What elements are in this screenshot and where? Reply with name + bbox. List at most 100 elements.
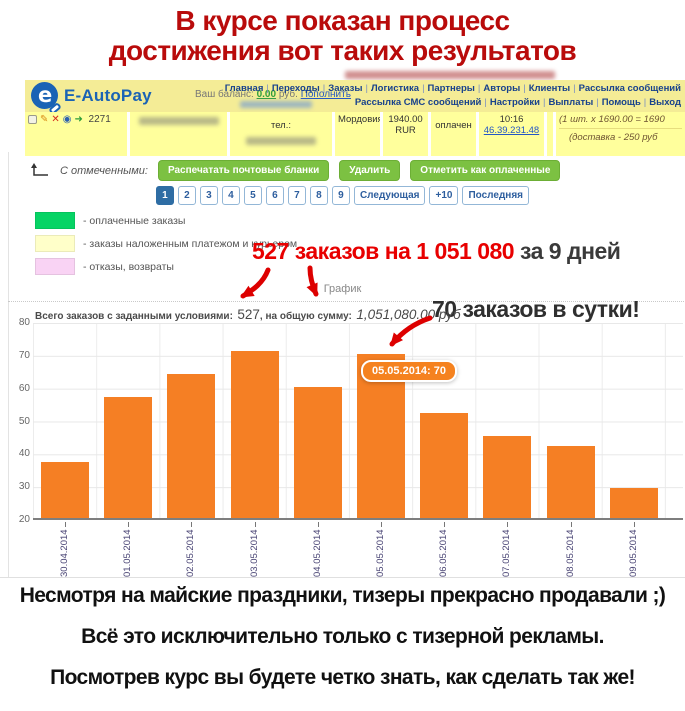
nav-item[interactable]: Переходы <box>271 83 320 94</box>
x-axis-tick <box>254 522 256 527</box>
x-axis-tick <box>444 522 446 527</box>
order-id: 2271 <box>88 114 111 125</box>
footer-line: Посмотрев курс вы будете четко знать, ка… <box>50 666 635 689</box>
nav-item[interactable]: Помощь <box>601 97 641 108</box>
brand: e E-AutoPay <box>31 82 152 116</box>
nav-separator: | <box>422 83 425 94</box>
nav-separator: | <box>596 97 599 108</box>
nav-item[interactable]: Логистика <box>370 83 420 94</box>
info-icon[interactable]: ◉ <box>62 114 72 125</box>
nav-item[interactable]: Выход <box>649 97 681 108</box>
x-axis-label: 07.05.2014 <box>501 529 513 577</box>
x-axis-tick <box>128 522 130 527</box>
delete-button[interactable]: Удалить <box>339 160 401 181</box>
order-table-row: ✎ ✕ ◉ ➜ 2271 тел.: Мордовия 1940.00 RUR опл… <box>25 112 685 156</box>
page-button-2[interactable]: 2 <box>177 186 196 205</box>
mark-paid-button[interactable]: Отметить как оплаченные <box>410 160 561 181</box>
chart-bar[interactable] <box>609 488 658 518</box>
x-axis-tick <box>507 522 509 527</box>
page-button-7[interactable]: 7 <box>287 186 306 205</box>
plus10-button[interactable]: +10 <box>429 186 459 205</box>
nav-item[interactable]: Настройки <box>489 97 540 108</box>
orders-headline-red: 527 заказов на 1 051 080 <box>252 238 515 264</box>
payment-status-icon[interactable]: ➜ <box>74 114 83 125</box>
price-line: (1 шт. x 1690.00 = 1690 <box>559 114 665 125</box>
dotted-divider <box>8 301 684 302</box>
y-axis-label: 30 <box>18 481 30 493</box>
checkbox-icon[interactable] <box>28 114 37 124</box>
x-axis-tick <box>381 522 382 527</box>
chart-legend: - оплаченные заказы - заказы наложенным п… <box>35 212 297 281</box>
nav-item[interactable]: Выплаты <box>548 97 594 108</box>
next-page-button[interactable]: Следующая <box>353 186 426 205</box>
x-axis-label: 02.05.2014 <box>185 529 197 577</box>
selection-arrow-icon <box>31 162 48 176</box>
last-page-button[interactable]: Последняя <box>462 186 530 205</box>
chart-tooltip: 05.05.2014: 70 <box>361 359 458 382</box>
page-button-5[interactable]: 5 <box>243 186 262 205</box>
x-axis-tick <box>317 522 319 527</box>
page-title: В курсе показан процесс достижения вот т… <box>0 6 685 66</box>
nav-item[interactable]: Клиенты <box>528 83 571 94</box>
chart-bar[interactable] <box>483 435 532 518</box>
order-time: 10:16 <box>499 114 524 125</box>
chart-bar[interactable] <box>230 350 279 518</box>
chart-bar[interactable] <box>293 386 342 518</box>
print-forms-button[interactable]: Распечатать почтовые бланки <box>157 160 330 181</box>
page-button-3[interactable]: 3 <box>199 186 218 205</box>
balance-amount-link[interactable]: 0.00 <box>256 89 277 100</box>
x-axis-label: 08.05.2014 <box>564 529 576 577</box>
redacted-clipped-text <box>345 71 555 79</box>
balance-currency: руб. <box>278 89 298 100</box>
delete-x-icon[interactable]: ✕ <box>51 114 60 125</box>
nav-separator: | <box>365 83 368 94</box>
chart-bar[interactable] <box>104 396 153 518</box>
totals-middle: , на общую сумму: <box>259 311 352 322</box>
edit-pencil-icon[interactable]: ✎ <box>40 114 49 125</box>
legend-swatch <box>35 235 75 252</box>
page-button-4[interactable]: 4 <box>221 186 240 205</box>
chart-y-axis: 20 30 40 50 60 70 80 <box>8 317 30 525</box>
ip-link[interactable]: 46.39.231.48 <box>483 125 540 136</box>
footer-line: Несмотря на майские праздники, тизеры пр… <box>19 584 666 607</box>
bulk-actions: С отмеченными: Распечатать почтовые блан… <box>30 160 561 181</box>
page-button-9[interactable]: 9 <box>331 186 350 205</box>
nav-separator: | <box>643 97 647 108</box>
delivery-line: (доставка - 250 руб <box>559 128 682 143</box>
region-cell: Мордовия <box>335 112 383 156</box>
legend-label: - отказы, возвраты <box>83 260 174 273</box>
phone-cell: тел.: <box>230 112 335 156</box>
panel-bottom-border <box>0 577 685 578</box>
page-button-6[interactable]: 6 <box>265 186 284 205</box>
topup-link[interactable]: Пополнить <box>300 89 351 100</box>
page-title-line2: достижения вот таких результатов <box>108 35 577 66</box>
totals-sum: 1,051,080.00 руб <box>356 307 461 322</box>
app-header: e E-AutoPay Ваш баланс: 0.00 руб. Пополн… <box>25 80 685 116</box>
nav-item[interactable]: Рассылка СМС сообщений <box>354 97 482 108</box>
phone-label: тел.: <box>270 120 292 131</box>
nav-item[interactable]: Рассылка сообщений <box>578 83 681 94</box>
order-amount: 1940.00 <box>388 114 423 125</box>
page-title-line1: В курсе показан процесс <box>175 5 510 36</box>
chart-bar[interactable] <box>420 412 469 518</box>
x-axis-label: 06.05.2014 <box>438 529 450 577</box>
orders-headline-dark: за 9 дней <box>514 238 621 264</box>
nav-item[interactable]: Заказы <box>328 83 363 94</box>
x-axis-label: 01.05.2014 <box>122 529 134 577</box>
e-autopay-logo-icon: e <box>31 82 62 116</box>
nav-item[interactable]: Авторы <box>483 83 521 94</box>
chart-bar[interactable] <box>41 462 89 518</box>
chart-bar[interactable] <box>546 445 595 518</box>
price-cell: (1 шт. x 1690.00 = 1690 (доставка - 250 … <box>556 112 685 156</box>
nav-item[interactable]: Главная <box>224 83 264 94</box>
page-button-8[interactable]: 8 <box>309 186 328 205</box>
orders-headline: 527 заказов на 1 051 080 за 9 дней <box>252 238 621 265</box>
x-axis-label: 30.04.2014 <box>59 529 70 577</box>
totals-count: 527 <box>237 307 260 322</box>
nav-item[interactable]: Партнеры <box>427 83 475 94</box>
page-button-1[interactable]: 1 <box>155 186 174 205</box>
nav-separator: | <box>523 83 526 94</box>
legend-swatch <box>35 258 75 275</box>
chart-bar[interactable] <box>167 373 216 518</box>
